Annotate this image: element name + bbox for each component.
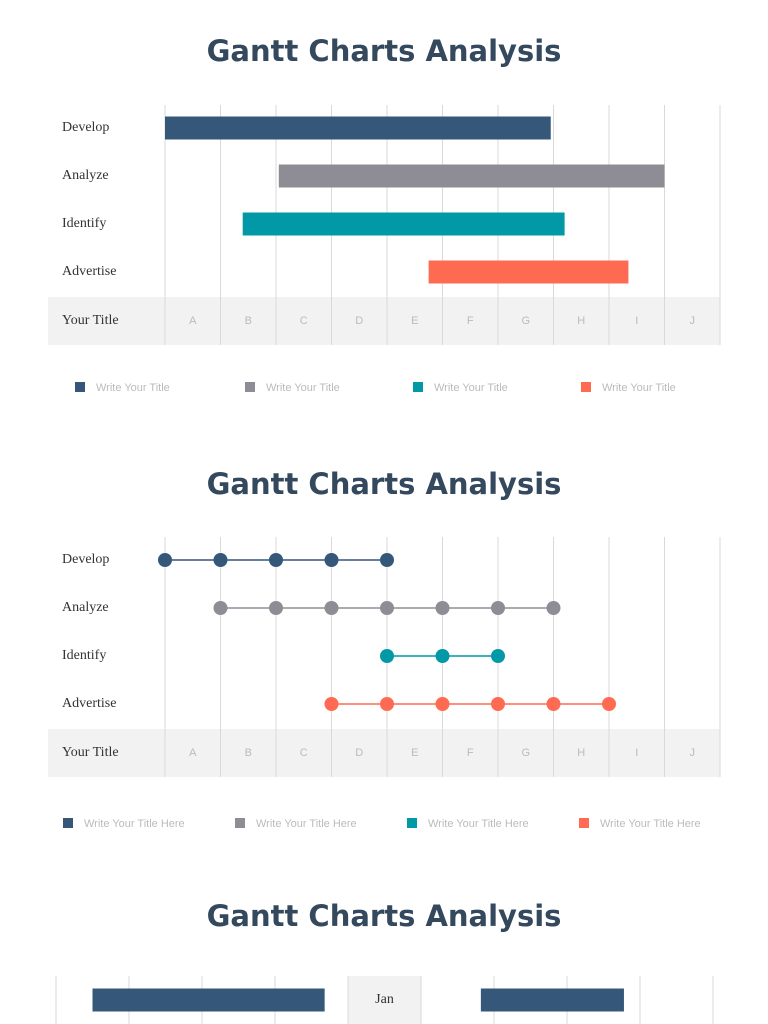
legend-swatch	[413, 382, 423, 392]
legend-swatch	[245, 382, 255, 392]
column-label: C	[300, 315, 308, 327]
column-label: A	[189, 315, 197, 327]
task-dot	[435, 649, 450, 663]
task-dot	[380, 649, 394, 663]
column-label: H	[577, 747, 585, 759]
column-label: E	[411, 315, 418, 327]
footer-row	[48, 729, 720, 777]
task-label: Analyze	[62, 600, 109, 615]
task-dot	[324, 553, 339, 567]
column-label: J	[690, 315, 696, 327]
column-label: D	[355, 747, 363, 759]
task-dot	[324, 601, 339, 615]
task-bar	[480, 988, 624, 1012]
task-bar	[278, 164, 665, 188]
legend-swatch	[579, 818, 589, 828]
column-label: F	[467, 315, 474, 327]
task-dot	[380, 553, 394, 567]
column-label: G	[521, 747, 530, 759]
task-dot	[491, 601, 505, 615]
column-label: H	[577, 315, 585, 327]
task-bar	[428, 260, 629, 284]
column-label: G	[521, 315, 530, 327]
column-label: F	[467, 747, 474, 759]
legend-label: Write Your Title Here	[600, 818, 701, 830]
task-dot	[269, 553, 283, 567]
task-dot	[269, 601, 283, 615]
column-label: J	[690, 747, 696, 759]
legend-label: Write Your Title	[96, 382, 170, 394]
legend-swatch	[75, 382, 85, 392]
task-label: Advertise	[62, 696, 116, 711]
column-label: I	[635, 315, 638, 327]
legend-label: Write Your Title	[434, 382, 508, 394]
task-label: Identify	[62, 216, 106, 231]
task-dot	[380, 697, 394, 711]
chart-title: Gantt Charts Analysis	[207, 34, 562, 68]
task-dot	[324, 697, 339, 711]
legend-swatch	[63, 818, 73, 828]
chart-title: Gantt Charts Analysis	[207, 899, 562, 933]
task-bar	[242, 212, 565, 236]
task-dot	[435, 697, 450, 711]
legend-label: Write Your Title Here	[256, 818, 357, 830]
task-dot	[546, 697, 561, 711]
footer-label: Your Title	[62, 313, 119, 328]
task-label: Develop	[62, 120, 109, 135]
legend-swatch	[407, 818, 417, 828]
legend-label: Write Your Title Here	[84, 818, 185, 830]
header-cell	[348, 976, 421, 1024]
footer-row	[48, 297, 720, 345]
column-label: D	[355, 315, 363, 327]
task-dot	[546, 601, 561, 615]
task-label: Identify	[62, 648, 106, 663]
legend-swatch	[581, 382, 591, 392]
legend-label: Write Your Title	[602, 382, 676, 394]
task-label: Advertise	[62, 264, 116, 279]
column-label: C	[300, 747, 308, 759]
legend-swatch	[235, 818, 245, 828]
column-label: I	[635, 747, 638, 759]
task-label: Analyze	[62, 168, 109, 183]
column-label: B	[245, 747, 252, 759]
legend-label: Write Your Title Here	[428, 818, 529, 830]
task-dot	[213, 553, 228, 567]
chart-title: Gantt Charts Analysis	[207, 467, 562, 501]
task-dot	[213, 601, 228, 615]
column-label: E	[411, 747, 418, 759]
column-label: Jan	[375, 992, 394, 1007]
task-bar	[92, 988, 325, 1012]
footer-label: Your Title	[62, 745, 119, 760]
column-label: A	[189, 747, 197, 759]
task-dot	[491, 649, 505, 663]
task-dot	[380, 601, 394, 615]
column-label: B	[245, 315, 252, 327]
task-bar	[165, 116, 551, 140]
task-dot	[491, 697, 505, 711]
task-label: Develop	[62, 552, 109, 567]
task-dot	[158, 553, 172, 567]
legend-label: Write Your Title	[266, 382, 340, 394]
task-dot	[602, 697, 616, 711]
task-dot	[435, 601, 450, 615]
